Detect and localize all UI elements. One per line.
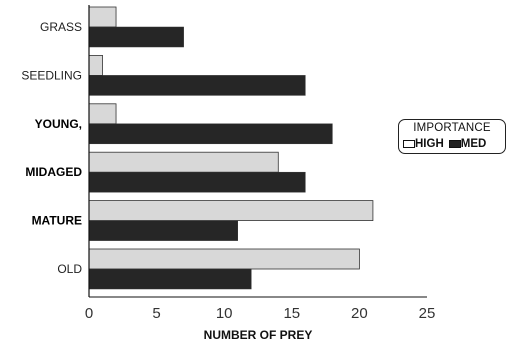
category-label: OLD [57, 262, 82, 276]
category-label: MIDAGED [25, 165, 82, 179]
x-tick-label: 15 [283, 305, 300, 322]
bar-med-grass [88, 26, 184, 48]
bar-high-midaged [88, 151, 279, 173]
bar-high-young [88, 103, 117, 125]
x-tick-label: 10 [216, 305, 233, 322]
category-label: GRASS [40, 20, 82, 34]
legend-label-med: MED [460, 138, 487, 150]
bar-high-seedling [88, 55, 103, 76]
legend-entries: HIGH MED [403, 138, 486, 150]
legend: IMPORTANCE HIGH MED [398, 119, 506, 154]
category-label: YOUNG, [35, 117, 82, 131]
category-labels: GRASS SEEDLING YOUNG, MIDAGED MATURE OLD [21, 20, 82, 276]
x-tick-label: 20 [351, 305, 368, 322]
legend-swatch-med [448, 140, 461, 148]
bar-med-seedling [88, 75, 306, 96]
bar-high-grass [88, 6, 117, 28]
bar-med-midaged [88, 171, 306, 193]
category-label: MATURE [32, 214, 82, 228]
x-tick-label: 25 [419, 305, 436, 322]
bar-med-young [88, 123, 333, 145]
legend-label-high: HIGH [415, 138, 444, 150]
bars-group [88, 6, 374, 290]
legend-swatch-high [403, 140, 415, 148]
bar-med-mature [88, 220, 238, 241]
x-tick-labels: 0 5 10 15 20 25 [85, 305, 436, 322]
bar-high-old [88, 248, 360, 270]
x-tick-label: 5 [152, 305, 160, 322]
x-axis-title: NUMBER OF PREY [204, 328, 313, 342]
category-label: SEEDLING [21, 68, 82, 82]
bar-med-old [88, 268, 252, 290]
x-tick-label: 0 [85, 305, 93, 322]
legend-title: IMPORTANCE [413, 122, 491, 134]
bar-high-mature [88, 200, 374, 222]
